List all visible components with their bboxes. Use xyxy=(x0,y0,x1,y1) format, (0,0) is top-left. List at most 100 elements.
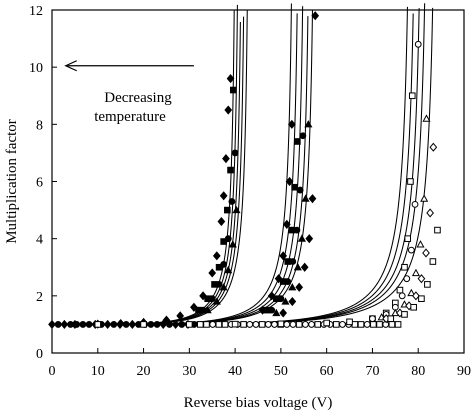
y-tick-label: 2 xyxy=(36,290,43,305)
data-point-diamond xyxy=(279,251,288,261)
data-point-diamond xyxy=(288,119,296,129)
data-point-diamond xyxy=(219,191,228,201)
axis-ticks xyxy=(51,9,465,354)
data-point-diamond xyxy=(426,208,434,218)
data-point-square xyxy=(418,295,425,302)
data-point-square xyxy=(186,321,193,328)
data-point-triangle xyxy=(272,308,281,317)
data-point-square xyxy=(376,321,383,328)
data-point-circle xyxy=(224,235,232,243)
x-tick-label: 90 xyxy=(457,364,471,379)
y-tick-label: 12 xyxy=(29,4,43,19)
data-point-circle xyxy=(209,321,217,328)
y-tick-labels: 0 2 4 6 8 10 12 xyxy=(29,4,43,362)
data-points xyxy=(48,11,441,329)
data-point-diamond xyxy=(212,251,221,261)
fit-curve xyxy=(52,3,292,325)
data-point-square xyxy=(314,321,322,328)
data-point-square xyxy=(224,206,231,214)
data-point-diamond xyxy=(226,74,235,84)
x-tick-labels: 0 10 20 30 40 50 60 70 80 90 xyxy=(49,364,472,379)
data-point-square xyxy=(401,263,408,271)
data-point-square xyxy=(94,321,102,328)
data-point-square xyxy=(424,281,431,288)
x-tick-label: 30 xyxy=(182,364,196,379)
fit-curve xyxy=(52,16,245,325)
annotation-line-2: temperature xyxy=(94,109,166,125)
data-point-circle xyxy=(246,321,254,328)
fit-curve xyxy=(52,10,235,325)
data-point-circle xyxy=(398,292,406,300)
x-tick-label: 80 xyxy=(411,364,425,379)
data-point-diamond xyxy=(295,282,304,292)
data-point-circle xyxy=(215,281,223,288)
data-point-diamond xyxy=(208,268,217,278)
data-point-square xyxy=(434,226,441,234)
data-point-square xyxy=(140,321,147,328)
data-point-circle xyxy=(228,198,236,205)
data-point-diamond xyxy=(222,154,230,164)
data-point-circle xyxy=(414,40,422,48)
data-point-square xyxy=(277,320,285,328)
fit-curve xyxy=(52,13,298,325)
data-point-diamond xyxy=(300,262,309,272)
data-point-square xyxy=(370,321,377,328)
fit-curve xyxy=(52,6,304,325)
data-point-square xyxy=(408,92,416,100)
data-point-triangle xyxy=(407,288,416,297)
data-point-diamond xyxy=(305,234,314,244)
y-tick-label: 6 xyxy=(36,176,43,191)
fit-curve xyxy=(52,3,426,325)
data-point-circle xyxy=(301,321,309,328)
data-point-triangle xyxy=(297,234,306,242)
data-point-circle xyxy=(339,321,346,328)
data-point-circle xyxy=(289,321,297,328)
data-point-square xyxy=(394,321,402,328)
data-point-circle xyxy=(407,246,415,254)
data-point-square xyxy=(357,321,365,328)
fit-curve xyxy=(52,4,238,325)
data-point-diamond xyxy=(282,219,291,229)
data-point-circle xyxy=(369,315,376,323)
data-point-diamond xyxy=(71,319,79,329)
y-tick-label: 8 xyxy=(36,118,43,133)
data-point-circle xyxy=(299,132,307,140)
data-point-circle xyxy=(178,321,186,328)
data-point-diamond xyxy=(116,318,125,329)
data-point-square xyxy=(291,183,298,191)
data-point-square xyxy=(387,315,395,322)
temperature-annotation: Decreasing temperature xyxy=(64,60,194,125)
data-point-triangle xyxy=(212,297,221,305)
data-point-triangle xyxy=(301,194,310,202)
data-point-diamond xyxy=(162,315,171,325)
data-point-square xyxy=(215,321,223,328)
data-point-square xyxy=(197,321,204,328)
data-point-triangle xyxy=(411,268,420,277)
data-point-diamond xyxy=(417,274,426,284)
data-point-square xyxy=(401,311,408,318)
data-point-triangle xyxy=(420,194,429,202)
data-point-square xyxy=(388,321,396,328)
y-tick-label: 10 xyxy=(29,61,43,76)
data-point-circle xyxy=(147,321,155,328)
fit-curve xyxy=(52,21,241,325)
data-point-diamond xyxy=(103,319,112,329)
data-point-triangle xyxy=(219,283,228,291)
plot-frame xyxy=(51,9,465,354)
y-tick-label: 0 xyxy=(36,347,43,362)
fit-curve xyxy=(52,8,420,325)
data-point-square xyxy=(294,138,301,145)
data-point-square xyxy=(221,321,229,328)
data-point-diamond xyxy=(128,319,137,329)
data-point-square xyxy=(295,321,303,328)
data-point-square xyxy=(346,318,353,326)
data-point-diamond xyxy=(176,311,185,321)
x-tick-label: 0 xyxy=(49,364,56,379)
data-point-circle xyxy=(231,149,239,157)
data-point-circle xyxy=(208,295,216,303)
data-point-diamond xyxy=(422,248,430,258)
data-point-diamond xyxy=(308,194,317,204)
data-point-square xyxy=(227,166,234,174)
data-point-diamond xyxy=(285,176,294,187)
